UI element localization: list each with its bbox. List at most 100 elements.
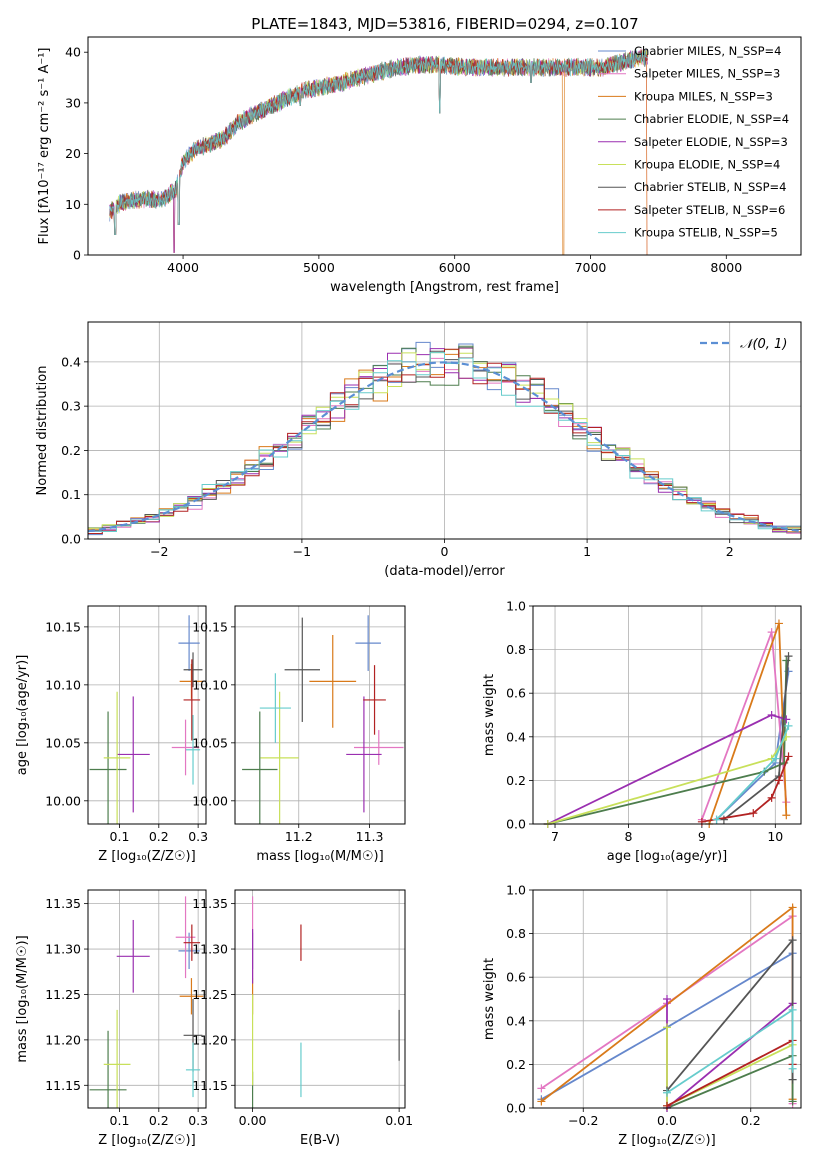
panel-mass-vs-Z: 0.1 0.2 0.3 11.15 11.20 11.25 11.30 11.35 Z [log…: [15, 889, 208, 1148]
y-tick-label: 0.8: [506, 926, 526, 941]
weight-marker: [697, 817, 706, 826]
y-tick-label: 0.8: [506, 642, 526, 657]
y-tick-label: 1.0: [506, 883, 526, 898]
y-tick-label: 0.2: [506, 773, 526, 788]
panel-age-vs-Z: 0.1 0.2 0.3 10.00 10.05 10.10 10.15 Z [log₁₀(Z/…: [15, 605, 208, 864]
y-tick-label: 0.6: [506, 686, 526, 701]
x-tick-label: 0.2: [149, 1113, 169, 1128]
weight-marker: [749, 809, 758, 818]
x-tick-label: 0.2: [149, 829, 169, 844]
x-tick-label: 9: [698, 829, 706, 844]
weight-marker: [788, 1005, 797, 1014]
weight-marker: [782, 811, 791, 820]
y-tick-label: 10.05: [192, 735, 228, 750]
weight-marker: [767, 711, 776, 719]
y-tick-label: 10.00: [45, 793, 81, 808]
x-tick-label: −2: [150, 544, 168, 559]
legend-entry: Salpeter ELODIE, N_SSP=3: [634, 135, 788, 149]
x-tick-label: 2: [726, 544, 734, 559]
weight-series-line: [666, 1038, 794, 1107]
weight-marker: [663, 1101, 671, 1110]
weight-series-line: [547, 714, 787, 825]
x-tick-label: 6000: [439, 260, 471, 275]
axes-frame: [234, 605, 406, 825]
y-tick-label: 11.30: [45, 942, 81, 957]
x-tick-label: 10: [767, 829, 783, 844]
weight-marker: [537, 1097, 546, 1106]
panel-residuals: −2 −1 0 1 2 0.0 0.1 0.2 0.3 0.4 (data-model)/error…: [35, 321, 802, 579]
panel-mass-weight-vs-age: 7 8 9 10 0.0 0.2 0.4 0.6 0.8 1.0 age [log₁₀(age/yr…: [482, 599, 802, 864]
y-tick-label: 0.4: [61, 354, 81, 369]
figure-title: PLATE=1843, MJD=53816, FIBERID=0294, z=0…: [251, 15, 638, 33]
y-tick-label: 0.0: [506, 817, 526, 832]
legend-entry: Chabrier STELIB, N_SSP=4: [634, 180, 786, 194]
y-tick-label: 0.2: [61, 443, 81, 458]
y-tick-label: 0.0: [506, 1101, 526, 1116]
error-bars: [89, 896, 204, 1108]
legend-entry: Salpeter MILES, N_SSP=3: [634, 67, 780, 81]
weight-lines: [543, 619, 793, 828]
weight-marker: [788, 936, 797, 945]
legend-entry: Kroupa MILES, N_SSP=3: [634, 89, 773, 103]
weight-marker: [767, 793, 776, 802]
y-tick-label: 10.05: [45, 735, 81, 750]
y-axis-label: Normed distribution: [35, 366, 50, 496]
weight-marker: [767, 628, 776, 637]
y-tick-label: 30: [65, 95, 81, 110]
x-tick-label: −0.2: [568, 1113, 598, 1128]
y-tick-label: 11.15: [192, 1078, 228, 1093]
weight-series-line: [666, 1054, 794, 1109]
x-axis-label: Z [log₁₀(Z/Z☉)]: [98, 849, 195, 864]
histogram-series: [88, 352, 801, 533]
legend-entry: Kroupa STELIB, N_SSP=5: [634, 226, 778, 240]
histograms: [88, 341, 801, 536]
y-tick-label: 10.10: [192, 677, 228, 692]
weight-marker: [771, 754, 780, 763]
x-tick-label: 4000: [167, 260, 199, 275]
y-tick-label: 0.4: [506, 1013, 526, 1028]
y-tick-label: 10.15: [192, 619, 228, 634]
y-axis-label: mass weight: [482, 958, 497, 1040]
y-tick-label: 0.2: [506, 1057, 526, 1072]
error-bars: [89, 615, 204, 824]
weight-lines: [537, 903, 797, 1112]
panel-age-vs-mass: 11.2 11.3 10.00 10.05 10.10 10.15 mass [log₁₀(…: [192, 605, 406, 864]
x-axis-label: (data-model)/error: [384, 564, 505, 579]
y-tick-label: 10.00: [192, 793, 228, 808]
weight-marker: [663, 1023, 671, 1032]
weight-marker: [788, 903, 797, 912]
weight-marker: [784, 652, 793, 661]
axes-frame: [87, 605, 207, 825]
y-tick-label: 11.35: [45, 896, 81, 911]
x-tick-label: 0.01: [385, 1113, 413, 1128]
x-tick-label: 7: [551, 829, 559, 844]
y-axis-label: age [log₁₀(age/yr)]: [15, 655, 30, 776]
x-axis-label: Z [log₁₀(Z/Z☉)]: [618, 1133, 715, 1148]
x-tick-label: 0.0: [657, 1113, 677, 1128]
weight-marker: [537, 1084, 546, 1093]
x-tick-label: 0.3: [188, 829, 208, 844]
axes-frame: [532, 889, 802, 1109]
weight-marker: [774, 776, 783, 785]
y-axis-label: Flux [fλ10⁻¹⁷ erg cm⁻² s⁻¹ A⁻¹]: [37, 48, 52, 245]
error-bars: [242, 615, 404, 824]
panel-mass-vs-EBV: 0.00 0.01 11.15 11.20 11.25 11.30 11.35 E(B-V): [192, 889, 413, 1148]
x-tick-label: 0: [441, 544, 449, 559]
axes-frame: [87, 889, 207, 1109]
y-tick-label: 11.25: [45, 987, 81, 1002]
x-tick-label: 0.3: [188, 1113, 208, 1128]
weight-marker: [784, 752, 793, 761]
x-tick-label: 8: [624, 829, 632, 844]
x-tick-label: 5000: [303, 260, 335, 275]
legend-entry: Salpeter STELIB, N_SSP=6: [634, 203, 785, 217]
panel-spectrum: 4000 5000 6000 7000 8000 0 10 20 30 40 wavelength …: [37, 36, 802, 295]
panel-mass-weight-vs-Z: −0.2 0.0 0.2 0.0 0.2 0.4 0.6 0.8 1.0 Z [log₁₀(Z/Z…: [482, 883, 802, 1148]
axes-frame: [87, 321, 802, 540]
x-axis-label: E(B-V): [300, 1133, 340, 1148]
normal-reference-curve: [88, 361, 801, 533]
weight-marker: [788, 1075, 797, 1084]
weight-marker: [663, 1088, 671, 1097]
y-tick-label: 40: [65, 45, 81, 60]
spectrum-lines: [109, 48, 648, 255]
weight-marker: [719, 815, 728, 824]
